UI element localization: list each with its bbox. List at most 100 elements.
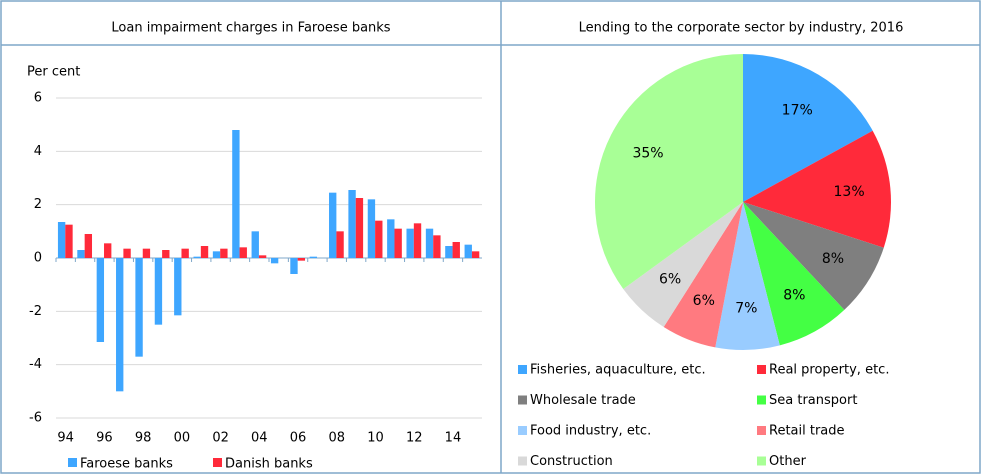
- bar: [116, 258, 124, 392]
- bar: [251, 231, 259, 258]
- bar: [413, 223, 422, 258]
- bar: [193, 256, 201, 258]
- bar: [162, 250, 170, 258]
- data-label: 6%: [659, 272, 681, 288]
- pie-slice: [743, 130, 891, 248]
- x-tick-label: 14: [445, 431, 462, 446]
- bar: [355, 198, 364, 258]
- pie-slice: [743, 202, 884, 310]
- y-tick-label: 0: [34, 251, 42, 266]
- legend-swatch: [518, 365, 527, 374]
- bar: [367, 199, 376, 258]
- legend-label: Sea transport: [769, 393, 857, 408]
- data-label: 8%: [783, 287, 805, 303]
- pie-slice: [663, 202, 743, 348]
- chart-title: Loan impairment charges in Faroese banks: [111, 21, 390, 36]
- x-tick-label: 00: [174, 431, 191, 446]
- bar: [200, 246, 209, 258]
- x-tick-label: 10: [367, 431, 384, 446]
- bar: [123, 248, 131, 258]
- y-tick-label: 6: [34, 91, 42, 106]
- bar: [270, 258, 279, 264]
- legend-label: Real property, etc.: [769, 363, 889, 378]
- legend-label: Faroese banks: [80, 457, 173, 472]
- bar: [387, 219, 395, 258]
- legend-swatch: [757, 426, 766, 435]
- legend-label: Retail trade: [769, 424, 845, 439]
- legend-label: Wholesale trade: [530, 393, 636, 408]
- y-axis-label: Per cent: [27, 65, 80, 80]
- bar: [406, 228, 414, 258]
- data-label: 7%: [735, 301, 757, 317]
- pie-slice: [623, 202, 743, 327]
- pie-slice: [715, 202, 780, 350]
- bar: [77, 250, 85, 258]
- y-tick-label: -2: [29, 304, 42, 319]
- data-label: 6%: [693, 293, 715, 309]
- pie-slice: [595, 54, 743, 289]
- bar: [394, 228, 402, 258]
- bar: [142, 248, 151, 258]
- legend-swatch: [518, 426, 527, 435]
- data-label: 17%: [782, 102, 813, 118]
- bar: [375, 220, 383, 258]
- bar: [290, 258, 298, 274]
- bar: [84, 234, 93, 258]
- bar: [471, 251, 480, 258]
- y-tick-label: 4: [34, 144, 42, 159]
- bar: [174, 258, 182, 316]
- x-tick-label: 06: [290, 431, 307, 446]
- bar: [181, 248, 189, 258]
- legend-swatch: [518, 456, 527, 466]
- x-tick-label: 94: [57, 431, 74, 446]
- bar: [336, 231, 344, 258]
- x-tick-label: 02: [212, 431, 229, 446]
- x-tick-label: 98: [135, 431, 152, 446]
- x-tick-label: 12: [406, 431, 423, 446]
- chart-title: Lending to the corporate sector by indus…: [579, 21, 904, 36]
- bar: [452, 242, 460, 258]
- pie-slice: [743, 202, 845, 346]
- data-label: 8%: [822, 251, 844, 267]
- bar: [239, 247, 247, 258]
- bar: [425, 228, 434, 258]
- bar: [464, 244, 472, 258]
- bar: [232, 130, 240, 258]
- y-tick-label: -4: [29, 357, 42, 372]
- legend-swatch: [213, 458, 222, 467]
- bar: [154, 258, 163, 325]
- y-tick-label: 2: [34, 197, 42, 212]
- legend-swatch: [757, 395, 766, 405]
- legend-swatch: [757, 456, 766, 466]
- bar: [212, 251, 221, 258]
- x-tick-label: 08: [328, 431, 345, 446]
- x-tick-label: 04: [251, 431, 268, 446]
- bar: [309, 256, 318, 258]
- legend-swatch: [757, 365, 766, 374]
- bar: [258, 255, 267, 258]
- bar: [433, 235, 441, 258]
- bar: [445, 246, 453, 258]
- pie-slice: [743, 54, 873, 202]
- y-tick-label: -6: [29, 411, 42, 426]
- legend-swatch: [518, 395, 527, 405]
- bar: [96, 258, 105, 342]
- legend-label: Food industry, etc.: [530, 424, 651, 439]
- bar: [104, 243, 112, 258]
- bar: [65, 224, 73, 258]
- data-label: 13%: [834, 184, 865, 200]
- legend-label: Danish banks: [225, 457, 313, 472]
- bar: [348, 190, 356, 258]
- bar: [57, 222, 66, 258]
- bar: [135, 258, 143, 357]
- data-label: 35%: [632, 146, 663, 162]
- x-tick-label: 96: [96, 431, 113, 446]
- legend-swatch: [68, 458, 77, 467]
- legend-label: Other: [769, 454, 807, 469]
- legend-label: Construction: [530, 454, 613, 469]
- bar: [297, 258, 306, 261]
- bar: [329, 192, 337, 258]
- legend-label: Fisheries, aquaculture, etc.: [530, 363, 706, 378]
